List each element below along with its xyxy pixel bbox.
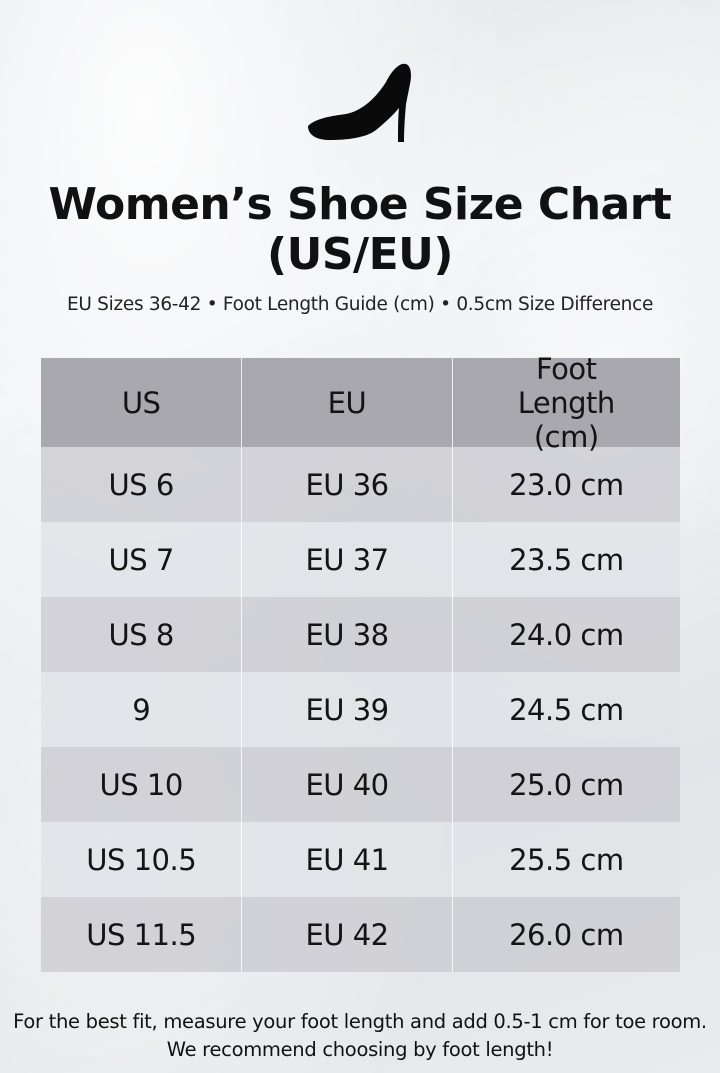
- table-header-row: US EU Foot Length (cm): [41, 351, 680, 454]
- eu-size-cell: EU 38: [242, 597, 453, 672]
- table-row: US 8 EU 38 24.0 cm: [41, 597, 680, 672]
- column-header-foot-length: Foot Length (cm): [517, 351, 616, 454]
- table-row: US 6 EU 36 23.0 cm: [41, 447, 680, 522]
- eu-size-cell: EU 41: [242, 822, 453, 897]
- table-row: US 10.5 EU 41 25.5 cm: [41, 822, 680, 897]
- us-size-cell: US 10.5: [41, 822, 243, 897]
- us-size-cell: US 11.5: [41, 897, 243, 972]
- foot-length-cell: 24.0 cm: [509, 617, 624, 652]
- us-size-cell: US 10: [41, 747, 243, 822]
- foot-length-cell: 26.0 cm: [509, 917, 624, 952]
- table-row: US 7 EU 37 23.5 cm: [41, 522, 680, 597]
- us-size-cell: US 6: [41, 447, 243, 522]
- column-header-us: US: [41, 358, 243, 447]
- table-row: US 10 EU 40 25.0 cm: [41, 747, 680, 822]
- fit-advice-note: For the best fit, measure your foot leng…: [13, 1010, 707, 1061]
- eu-size-cell: EU 37: [242, 522, 453, 597]
- foot-length-cell: 25.5 cm: [509, 842, 624, 877]
- us-size-cell: US 7: [41, 522, 243, 597]
- foot-length-cell: 23.5 cm: [509, 542, 624, 577]
- table-row: 9 EU 39 24.5 cm: [41, 672, 680, 747]
- foot-length-cell: 23.0 cm: [509, 467, 624, 502]
- eu-size-cell: EU 40: [242, 747, 453, 822]
- foot-length-cell: 25.0 cm: [509, 767, 624, 802]
- column-header-eu: EU: [242, 358, 453, 447]
- us-size-cell: 9: [41, 672, 243, 747]
- eu-size-cell: EU 36: [242, 447, 453, 522]
- eu-size-cell: EU 42: [242, 897, 453, 972]
- size-chart-table: US EU Foot Length (cm) US 6 EU 36 23.0 c…: [41, 351, 680, 972]
- us-size-cell: US 8: [41, 597, 243, 672]
- foot-length-cell: 24.5 cm: [509, 692, 624, 727]
- page-title: Women’s Shoe Size Chart (US/EU): [48, 179, 672, 280]
- table-row: US 11.5 EU 42 26.0 cm: [41, 897, 680, 972]
- high-heel-shoe-icon: [308, 63, 411, 142]
- eu-size-cell: EU 39: [242, 672, 453, 747]
- page-subtitle: EU Sizes 36-42 • Foot Length Guide (cm) …: [66, 294, 654, 315]
